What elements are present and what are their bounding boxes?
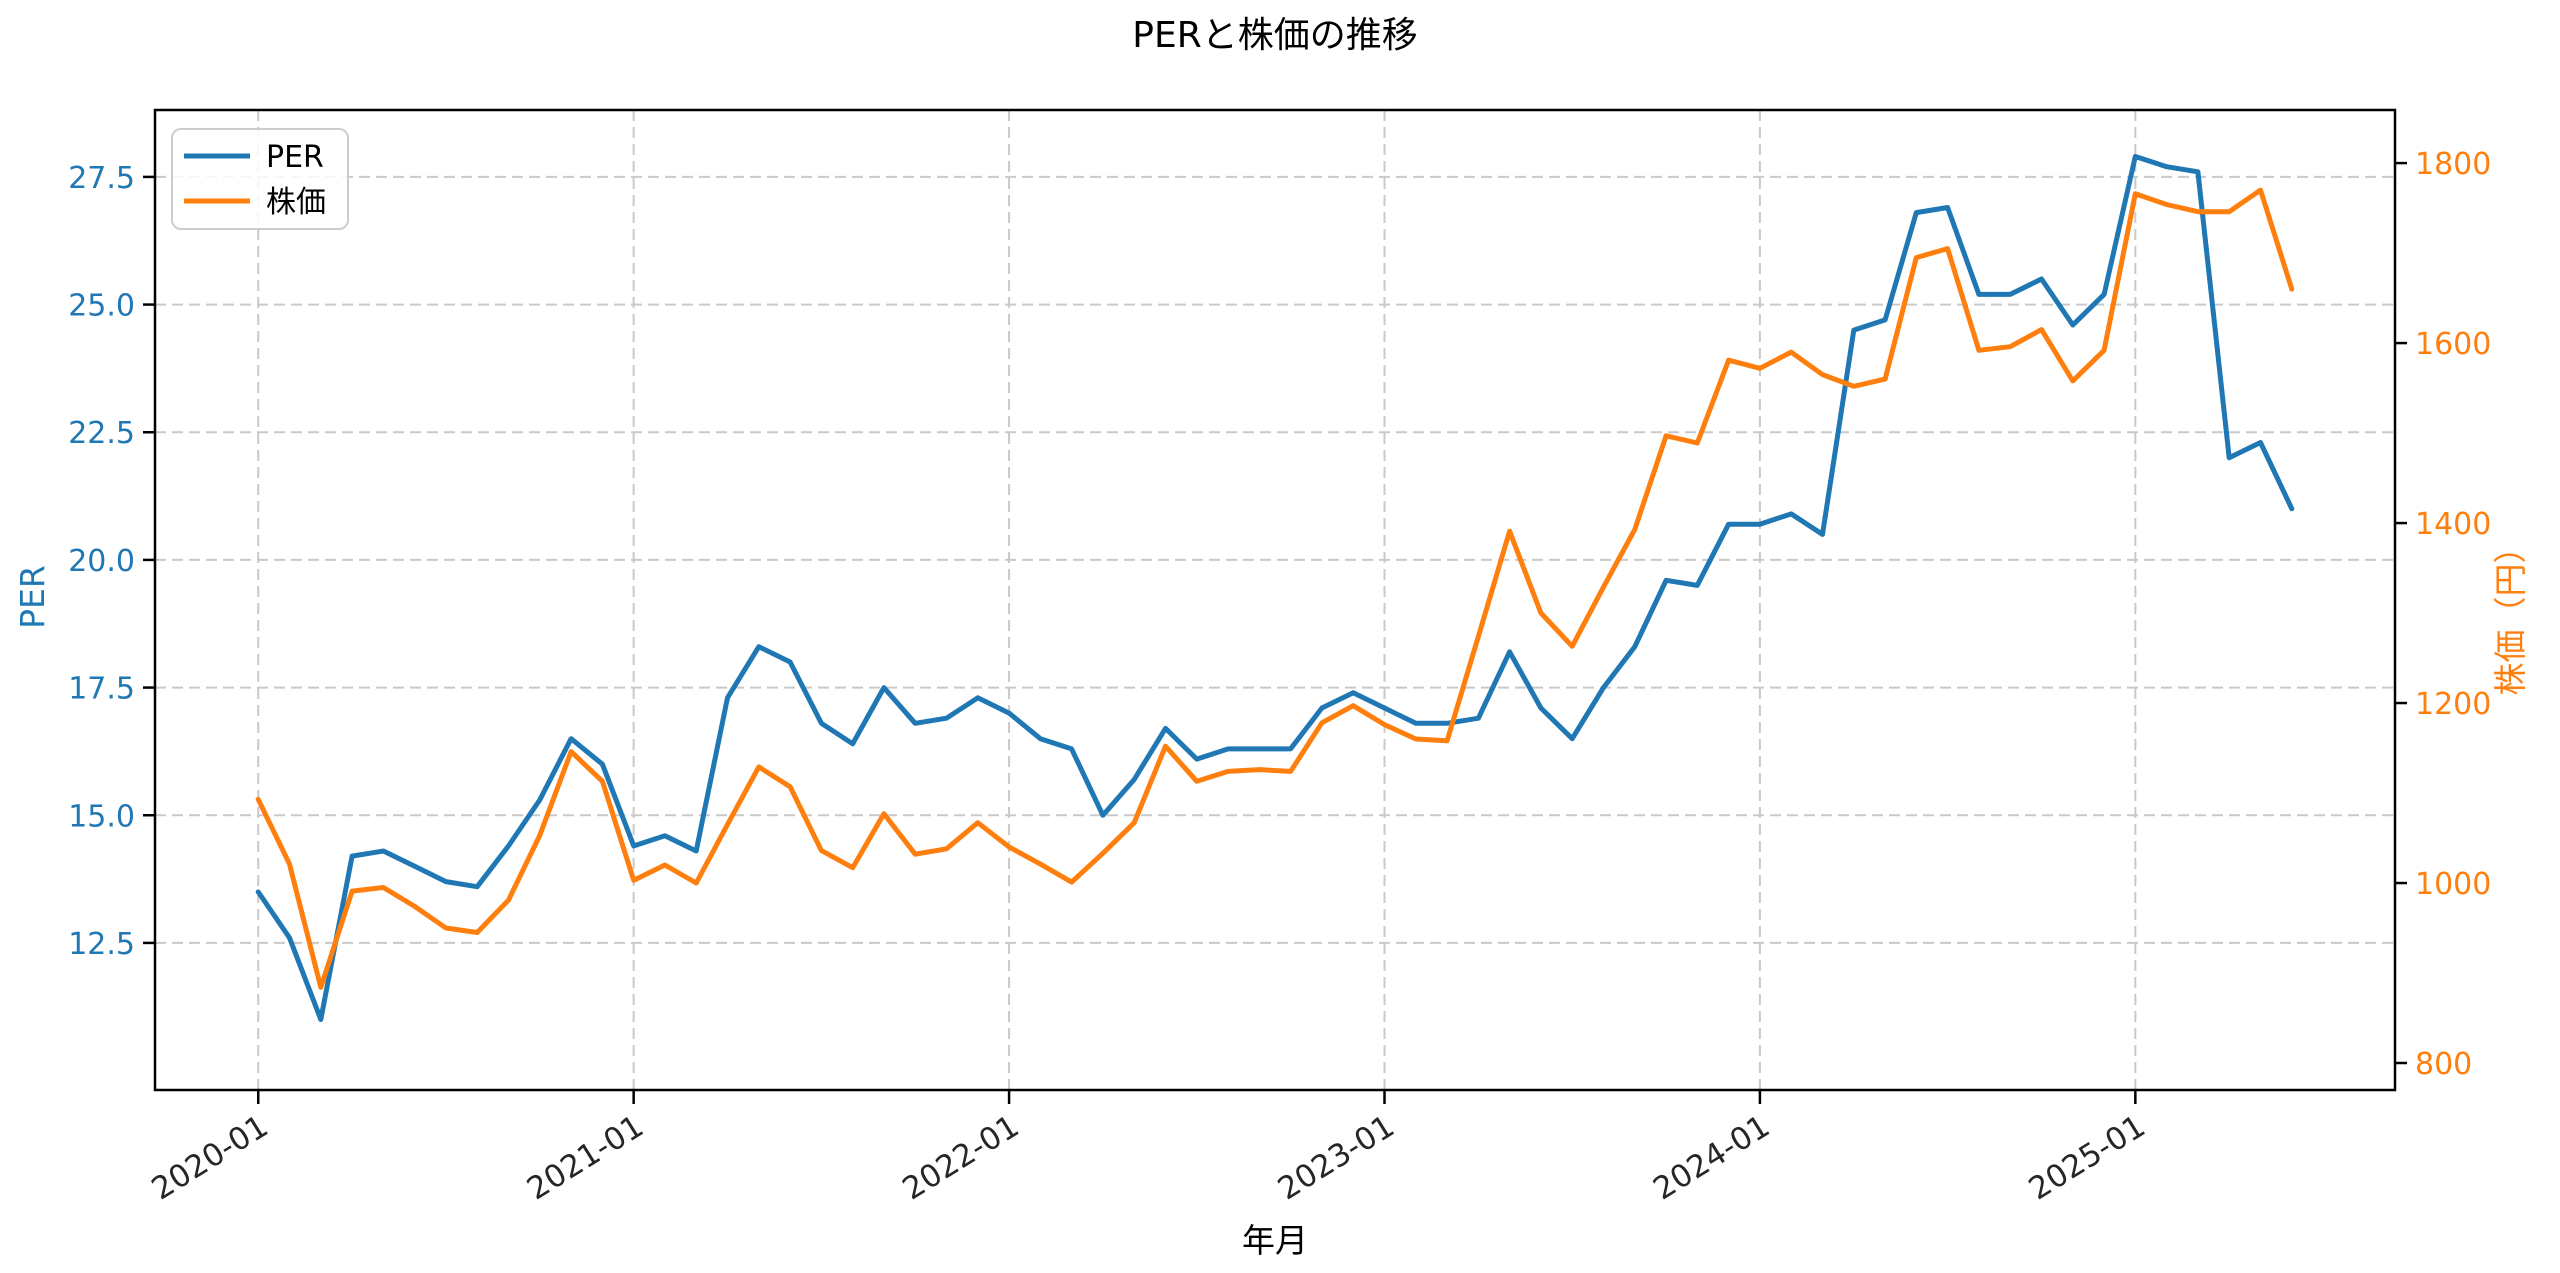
right-tick-label: 1600 <box>2415 327 2491 362</box>
left-tick-label: 27.5 <box>68 161 135 196</box>
right-tick-label: 1400 <box>2415 507 2491 542</box>
left-tick-label: 20.0 <box>68 544 135 579</box>
chart-title: PERと株価の推移 <box>1132 15 1417 56</box>
right-tick-label: 800 <box>2415 1047 2472 1082</box>
x-tick-label: 2025-01 <box>2023 1108 2152 1207</box>
legend-label-price: 株価 <box>266 185 326 220</box>
series-line-per <box>255 154 2295 1022</box>
legend-label-per: PER <box>266 140 324 175</box>
plot-border <box>153 108 2397 1092</box>
left-tick-label: 15.0 <box>68 799 135 834</box>
right-tick-label: 1800 <box>2415 147 2491 182</box>
tick-marks <box>143 161 2407 1104</box>
x-tick-label: 2022-01 <box>896 1108 1025 1207</box>
y-axis-label-left: PER <box>13 565 52 629</box>
gridlines <box>155 110 2395 1090</box>
right-tick-label: 1000 <box>2415 867 2491 902</box>
x-tick-label: 2023-01 <box>1272 1108 1401 1207</box>
x-tick-label: 2024-01 <box>1647 1108 1776 1207</box>
left-tick-label: 12.5 <box>68 927 135 962</box>
left-tick-label: 22.5 <box>68 416 135 451</box>
x-axis-label: 年月 <box>1242 1221 1308 1260</box>
x-tick-labels: 2020-01 2021-01 2022-01 2023-01 2024-01 2025-… <box>146 1108 2152 1207</box>
x-tick-label: 2021-01 <box>521 1108 650 1207</box>
data-series <box>255 154 2295 1022</box>
left-tick-labels: 12.5 15.0 17.5 20.0 22.5 25.0 27.5 <box>68 161 135 962</box>
left-tick-label: 17.5 <box>68 672 135 707</box>
series-line-price <box>255 187 2295 990</box>
y-axis-label-right: 株価（円） <box>2491 531 2530 696</box>
left-tick-label: 25.0 <box>68 289 135 324</box>
right-tick-labels: 800 1000 1200 1400 1600 1800 <box>2415 147 2491 1082</box>
legend: PER 株価 <box>171 128 349 230</box>
right-tick-label: 1200 <box>2415 687 2491 722</box>
plot-area <box>155 110 2395 1090</box>
x-tick-label: 2020-01 <box>146 1108 275 1207</box>
